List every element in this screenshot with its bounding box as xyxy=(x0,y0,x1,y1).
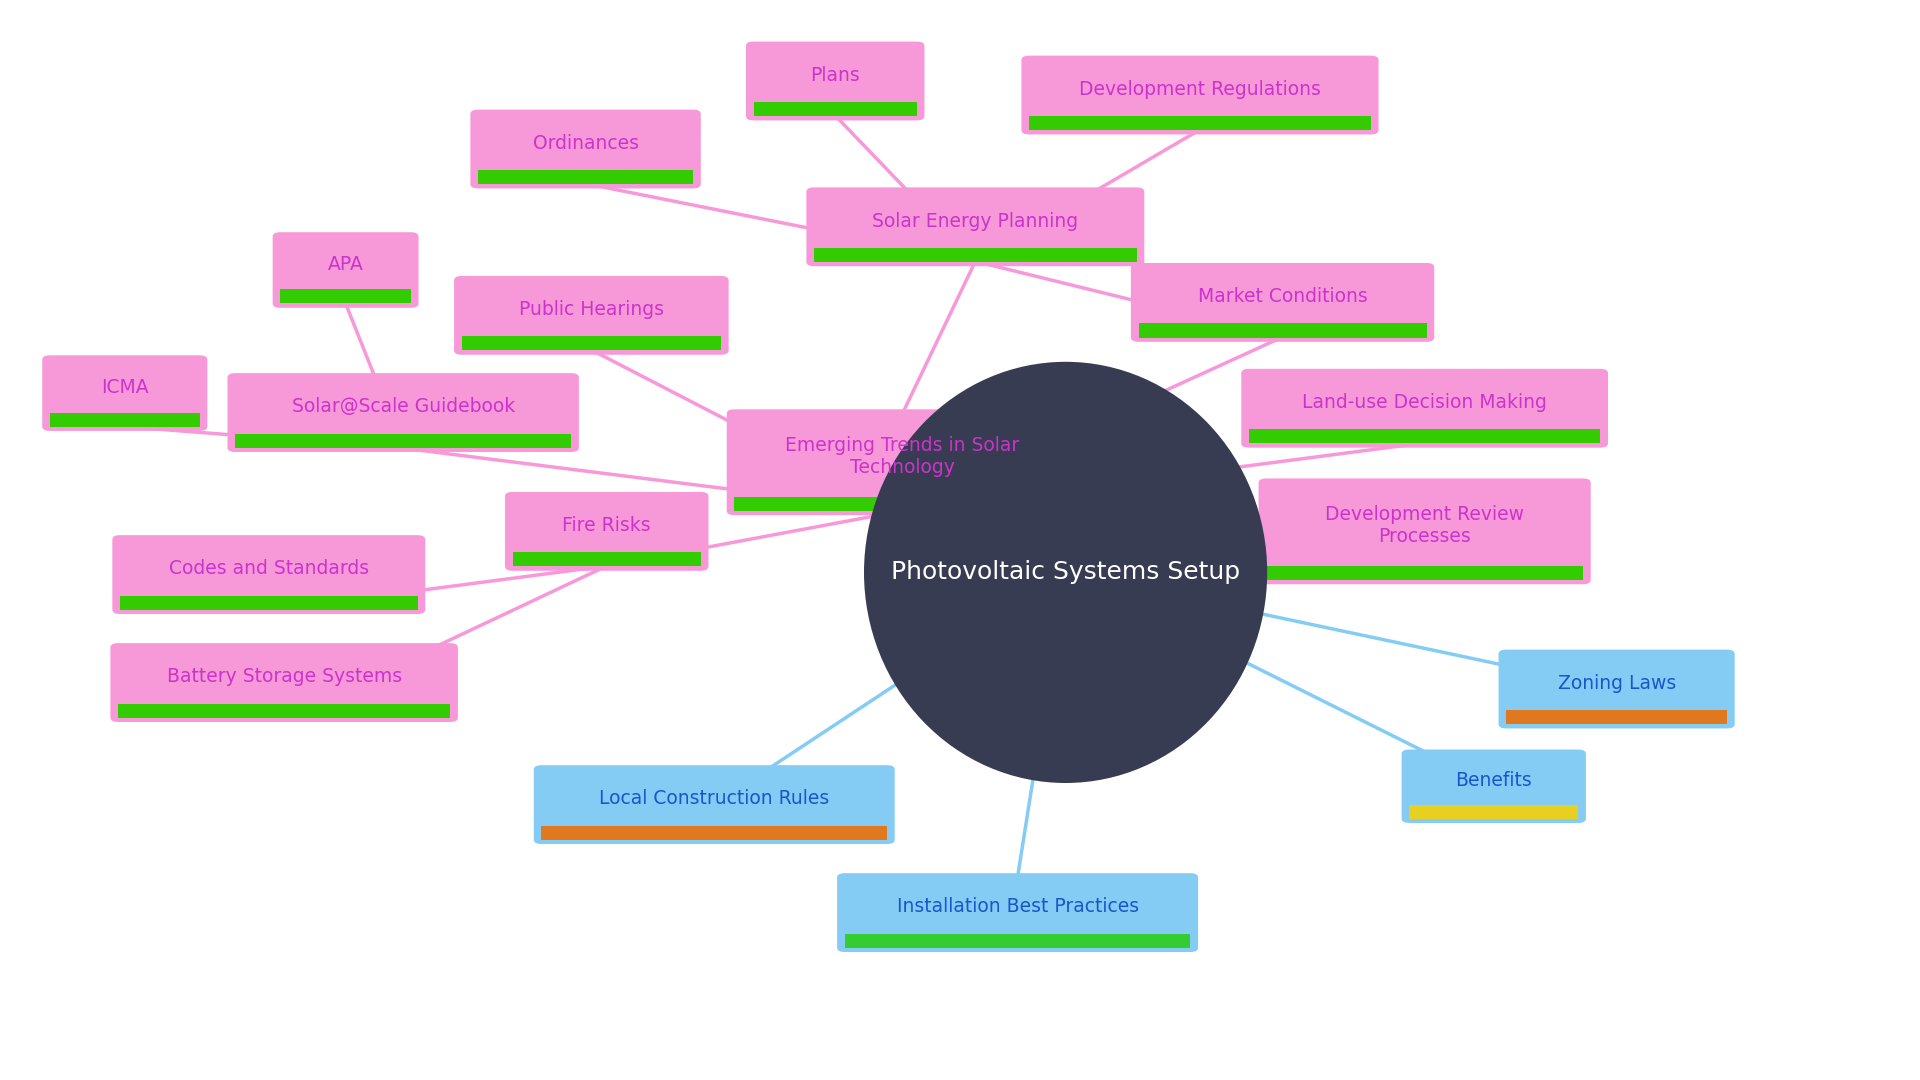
Text: ICMA: ICMA xyxy=(102,378,148,397)
Text: Local Construction Rules: Local Construction Rules xyxy=(599,789,829,809)
FancyBboxPatch shape xyxy=(513,552,701,566)
FancyBboxPatch shape xyxy=(1240,368,1607,447)
FancyBboxPatch shape xyxy=(505,492,708,570)
Text: Emerging Trends in Solar
Technology: Emerging Trends in Solar Technology xyxy=(785,436,1020,477)
FancyBboxPatch shape xyxy=(273,232,419,308)
FancyBboxPatch shape xyxy=(726,409,1077,515)
FancyBboxPatch shape xyxy=(1131,262,1434,341)
Text: Solar@Scale Guidebook: Solar@Scale Guidebook xyxy=(292,397,515,417)
FancyBboxPatch shape xyxy=(42,355,207,431)
Text: Development Review
Processes: Development Review Processes xyxy=(1325,505,1524,546)
FancyBboxPatch shape xyxy=(280,289,411,303)
Text: Market Conditions: Market Conditions xyxy=(1198,287,1367,307)
FancyBboxPatch shape xyxy=(119,704,449,717)
FancyBboxPatch shape xyxy=(478,170,693,184)
FancyBboxPatch shape xyxy=(753,102,918,116)
Text: Solar Energy Planning: Solar Energy Planning xyxy=(872,212,1079,231)
Text: Plans: Plans xyxy=(810,66,860,85)
FancyBboxPatch shape xyxy=(541,825,887,840)
FancyBboxPatch shape xyxy=(453,276,730,354)
FancyBboxPatch shape xyxy=(745,41,925,120)
FancyBboxPatch shape xyxy=(806,188,1144,266)
Text: Public Hearings: Public Hearings xyxy=(518,300,664,320)
FancyBboxPatch shape xyxy=(1402,750,1586,823)
FancyBboxPatch shape xyxy=(534,765,895,845)
Text: Land-use Decision Making: Land-use Decision Making xyxy=(1302,393,1548,413)
FancyBboxPatch shape xyxy=(1267,566,1582,580)
FancyBboxPatch shape xyxy=(470,109,701,188)
FancyBboxPatch shape xyxy=(121,596,419,609)
FancyBboxPatch shape xyxy=(227,373,580,451)
FancyBboxPatch shape xyxy=(814,247,1137,261)
Text: Installation Best Practices: Installation Best Practices xyxy=(897,897,1139,917)
FancyBboxPatch shape xyxy=(461,336,722,350)
FancyBboxPatch shape xyxy=(1498,649,1736,728)
Text: APA: APA xyxy=(328,255,363,274)
FancyBboxPatch shape xyxy=(234,433,572,447)
FancyBboxPatch shape xyxy=(1409,805,1578,819)
Text: Photovoltaic Systems Setup: Photovoltaic Systems Setup xyxy=(891,561,1240,584)
Text: Battery Storage Systems: Battery Storage Systems xyxy=(167,667,401,687)
Text: Ordinances: Ordinances xyxy=(532,134,639,153)
Text: Fire Risks: Fire Risks xyxy=(563,516,651,536)
Text: Development Regulations: Development Regulations xyxy=(1079,80,1321,99)
FancyBboxPatch shape xyxy=(1021,55,1379,134)
FancyBboxPatch shape xyxy=(50,413,200,427)
FancyBboxPatch shape xyxy=(113,536,426,613)
Ellipse shape xyxy=(864,362,1267,783)
FancyBboxPatch shape xyxy=(837,873,1198,953)
FancyBboxPatch shape xyxy=(1260,478,1590,584)
Text: Benefits: Benefits xyxy=(1455,771,1532,791)
FancyBboxPatch shape xyxy=(845,933,1190,948)
FancyBboxPatch shape xyxy=(109,643,457,721)
FancyBboxPatch shape xyxy=(1505,711,1728,724)
FancyBboxPatch shape xyxy=(1139,324,1427,337)
FancyBboxPatch shape xyxy=(1248,429,1599,443)
Text: Codes and Standards: Codes and Standards xyxy=(169,559,369,579)
Text: Zoning Laws: Zoning Laws xyxy=(1557,674,1676,693)
FancyBboxPatch shape xyxy=(1029,116,1371,130)
FancyBboxPatch shape xyxy=(733,497,1069,511)
